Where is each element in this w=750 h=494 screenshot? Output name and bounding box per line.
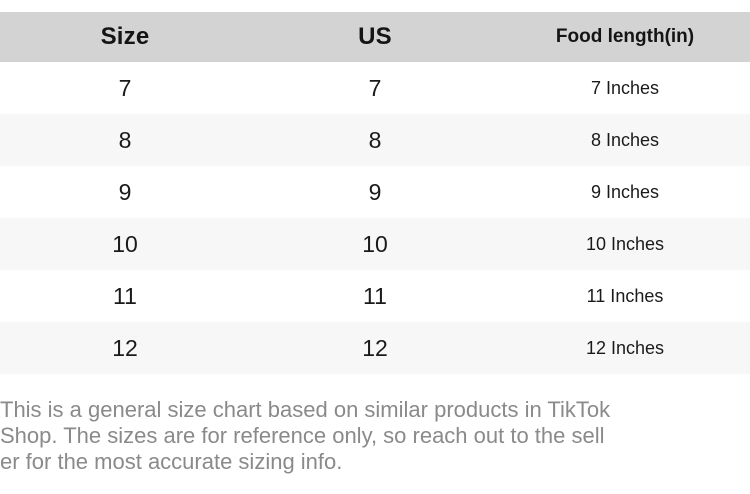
cell-size: 11: [113, 282, 137, 309]
cell-us: 9: [368, 178, 382, 205]
size-chart-disclaimer: This is a general size chart based on si…: [0, 397, 750, 475]
table-row: 10 10 10 Inches: [0, 218, 750, 270]
cell-food-length: 8 Inches: [590, 129, 660, 150]
disclaimer-line: This is a general size chart based on si…: [0, 397, 611, 422]
cell-us: 11: [363, 282, 387, 309]
table-row: 12 12 12 Inches: [0, 322, 750, 374]
header-cell-size: Size: [100, 23, 150, 50]
cell-size: 9: [118, 178, 132, 205]
cell-size: 8: [118, 126, 132, 153]
table-row: 9 9 9 Inches: [0, 166, 750, 218]
size-chart-header: Size US Food length(in): [0, 12, 750, 62]
cell-size: 12: [112, 334, 138, 361]
table-row: 11 11 11 Inches: [0, 270, 750, 322]
cell-food-length: 10 Inches: [585, 233, 665, 254]
size-chart-table: Size US Food length(in) 7 7 7 Inches 8 8…: [0, 12, 750, 374]
table-row: 8 8 8 Inches: [0, 114, 750, 166]
table-row: 7 7 7 Inches: [0, 62, 750, 114]
cell-food-length: 7 Inches: [590, 77, 660, 98]
cell-food-length: 12 Inches: [585, 337, 665, 358]
cell-food-length: 9 Inches: [590, 181, 660, 202]
header-cell-us: US: [358, 23, 392, 50]
cell-size: 10: [112, 230, 138, 257]
cell-us: 12: [362, 334, 388, 361]
cell-size: 7: [118, 74, 132, 101]
size-chart-body: 7 7 7 Inches 8 8 8 Inches 9 9 9 Inches 1…: [0, 62, 750, 374]
cell-food-length: 11 Inches: [586, 285, 664, 306]
cell-us: 8: [368, 126, 382, 153]
cell-us: 7: [368, 74, 382, 101]
header-row: Size US Food length(in): [0, 12, 750, 62]
disclaimer-line: Shop. The sizes are for reference only, …: [0, 423, 605, 448]
header-cell-food-length: Food length(in): [555, 26, 695, 47]
cell-us: 10: [362, 230, 388, 257]
disclaimer-line: er for the most accurate sizing info.: [0, 449, 343, 474]
